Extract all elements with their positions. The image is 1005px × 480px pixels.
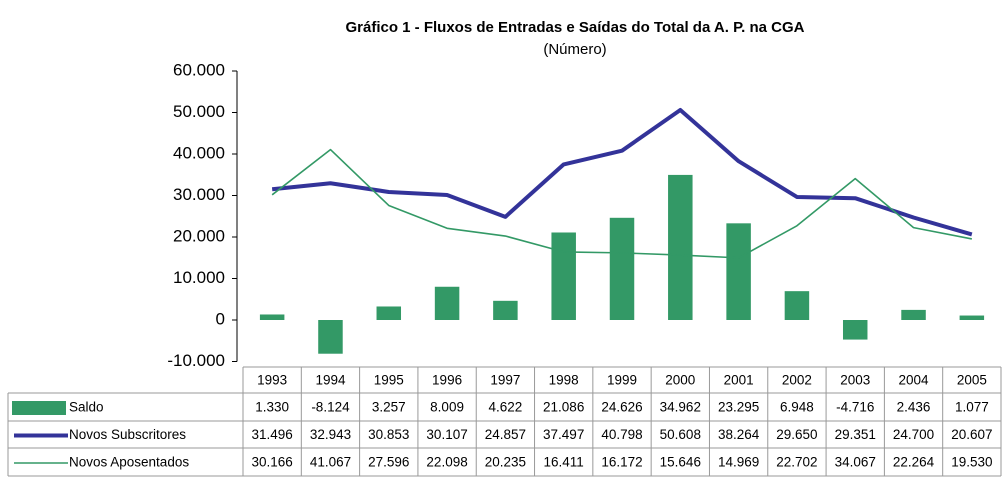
chart-title: Gráfico 1 - Fluxos de Entradas e Saídas … (345, 19, 804, 36)
data-label: 4.622 (488, 400, 522, 415)
data-label: 20.235 (485, 455, 526, 470)
data-label: 31.496 (252, 427, 293, 442)
data-label: -4.716 (836, 400, 874, 415)
data-label: 24.626 (601, 400, 642, 415)
data-label: 38.264 (718, 427, 760, 442)
bar (726, 223, 751, 320)
x-tick-label: 2000 (665, 373, 695, 388)
data-label: 34.962 (660, 400, 701, 415)
y-tick-label: 0 (216, 309, 225, 328)
y-tick-label: 40.000 (173, 143, 225, 162)
data-label: 3.257 (372, 400, 406, 415)
bar (668, 174, 693, 320)
bar (551, 232, 576, 320)
line (271, 107, 973, 237)
x-tick-label: 2005 (957, 373, 987, 388)
bar (259, 314, 285, 320)
x-tick-label: 1999 (607, 373, 637, 388)
data-label: 40.798 (601, 427, 642, 442)
bar (609, 217, 635, 320)
data-label: 14.969 (718, 455, 759, 470)
x-tick-label: 1993 (257, 373, 287, 388)
chart-subtitle: (Número) (543, 41, 606, 58)
legend-label: Saldo (69, 400, 104, 415)
x-tick-label: 1994 (315, 373, 346, 388)
y-tick-label: 50.000 (173, 102, 225, 121)
data-label: 24.700 (893, 427, 934, 442)
data-label: 37.497 (543, 427, 584, 442)
bar (493, 300, 518, 320)
x-tick-label: 2003 (840, 373, 870, 388)
y-tick-label: 60.000 (173, 60, 225, 79)
x-tick-label: 2002 (782, 373, 812, 388)
bar (318, 320, 343, 354)
data-label: 1.330 (255, 400, 289, 415)
data-label: 2.436 (897, 400, 931, 415)
data-label: 19.530 (951, 455, 992, 470)
data-label: 16.172 (601, 455, 642, 470)
data-label: 21.086 (543, 400, 584, 415)
bar (376, 306, 402, 320)
data-label: 34.067 (835, 455, 876, 470)
legend-label: Novos Subscritores (69, 427, 186, 442)
data-label: -8.124 (311, 400, 350, 415)
data-label: 6.948 (780, 400, 814, 415)
line (271, 148, 972, 259)
data-label: 24.857 (485, 427, 526, 442)
y-tick-label: 20.000 (173, 226, 225, 245)
legend-label: Novos Aposentados (69, 455, 189, 470)
data-label: 22.264 (893, 455, 935, 470)
bar (901, 309, 926, 320)
x-tick-label: 1996 (432, 373, 462, 388)
data-label: 30.107 (426, 427, 467, 442)
legend-swatch (12, 401, 66, 415)
data-label: 22.702 (776, 455, 817, 470)
data-label: 32.943 (310, 427, 351, 442)
bar (842, 320, 868, 340)
x-tick-label: 2001 (724, 373, 754, 388)
x-tick-label: 1998 (549, 373, 579, 388)
bar (784, 291, 810, 320)
data-label: 50.608 (660, 427, 701, 442)
data-label: 29.351 (835, 427, 876, 442)
bar (959, 315, 985, 320)
data-label: 30.853 (368, 427, 409, 442)
data-label: 8.009 (430, 400, 464, 415)
data-label: 23.295 (718, 400, 759, 415)
data-label: 15.646 (660, 455, 701, 470)
x-tick-label: 2004 (899, 373, 930, 388)
data-label: 1.077 (955, 400, 989, 415)
data-label: 16.411 (544, 455, 584, 470)
y-tick-label: 10.000 (173, 268, 225, 287)
data-label: 27.596 (368, 455, 409, 470)
x-tick-label: 1997 (490, 373, 520, 388)
bar (434, 286, 460, 320)
data-label: 41.067 (310, 455, 351, 470)
y-tick-label: -10.000 (167, 351, 225, 370)
data-label: 22.098 (426, 455, 467, 470)
data-label: 20.607 (951, 427, 992, 442)
data-label: 30.166 (252, 455, 293, 470)
data-label: 29.650 (776, 427, 817, 442)
x-tick-label: 1995 (374, 373, 404, 388)
y-tick-label: 30.000 (173, 185, 225, 204)
